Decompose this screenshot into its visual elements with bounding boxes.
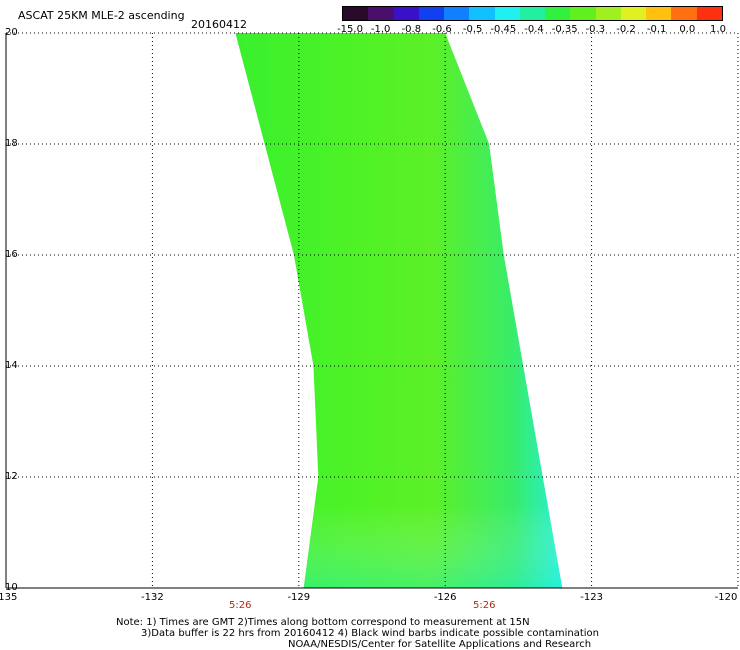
longitude-tick-label: -129: [287, 592, 311, 603]
color-scale-label: -0.2: [616, 24, 636, 35]
latitude-tick-label: 16: [5, 249, 18, 260]
color-scale-segment: [545, 7, 571, 20]
color-scale-segment: [418, 7, 445, 20]
color-scale-segment: [620, 7, 647, 20]
longitude-tick-label: -135: [0, 592, 18, 603]
color-scale-segment: [570, 7, 596, 20]
longitude-tick-label: -132: [141, 592, 164, 603]
color-scale-bar: [342, 6, 723, 21]
color-scale-label: -0.4: [524, 24, 544, 35]
color-scale-segment: [368, 7, 394, 20]
latitude-tick-label: 12: [5, 471, 18, 482]
latitude-tick-label: 14: [5, 360, 18, 371]
color-scale-label: -0.1: [646, 24, 667, 35]
color-scale-label: -0.3: [585, 24, 606, 35]
color-scale-segment: [519, 7, 546, 20]
color-scale-segment: [393, 7, 419, 20]
color-scale-label: -0.6: [432, 24, 452, 35]
overpass-time-label: 5:26: [229, 600, 252, 611]
color-scale-segment: [343, 7, 369, 20]
color-scale-label: -0.45: [490, 24, 517, 35]
ascat-swath-shading: [235, 33, 563, 588]
color-scale-segment: [469, 7, 495, 20]
color-scale-label: -1.0: [370, 24, 391, 35]
latitude-tick-label: 18: [5, 138, 18, 149]
color-scale-label: 0.0: [679, 24, 696, 35]
longitude-tick-label: -120: [714, 592, 738, 603]
latitude-tick-label: 20: [5, 27, 18, 38]
color-scale-label: -0.8: [401, 24, 422, 35]
color-scale-label: 1.0: [710, 24, 726, 35]
color-scale-segment: [494, 7, 520, 20]
product-title: ASCAT 25KM MLE-2 ascending: [18, 9, 185, 22]
color-scale-segment: [646, 7, 672, 20]
longitude-tick-label: -126: [433, 592, 457, 603]
overpass-time-label: 5:26: [473, 600, 496, 611]
product-date: 20160412: [191, 18, 247, 31]
color-scale-segment: [671, 7, 697, 20]
color-scale-segment: [696, 7, 722, 20]
footer-credit: NOAA/NESDIS/Center for Satellite Applica…: [288, 639, 592, 650]
color-scale-segment: [595, 7, 621, 20]
color-scale-label: -15.0: [337, 24, 363, 35]
color-scale-segment: [444, 7, 470, 20]
latitude-tick-label: 10: [5, 582, 18, 593]
footer-note-line-1: Note: 1) Times are GMT 2)Times along bot…: [116, 617, 530, 628]
color-scale-label: -0.5: [462, 24, 483, 35]
footer-note-line-2: 3)Data buffer is 22 hrs from 20160412 4)…: [141, 628, 599, 639]
color-scale-label: -0.35: [551, 24, 578, 35]
longitude-tick-label: -123: [580, 592, 603, 603]
